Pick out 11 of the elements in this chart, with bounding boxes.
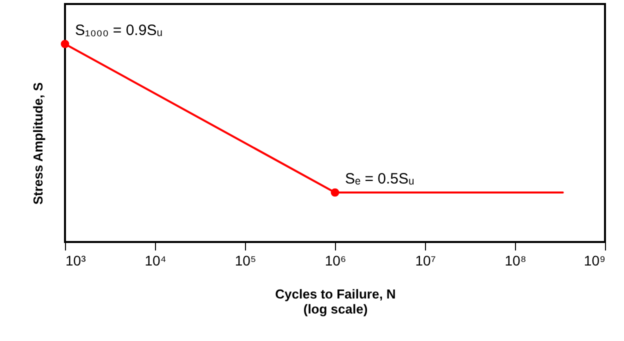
annotation: S₁₀₀₀ = 0.9Sᵤ — [75, 22, 163, 39]
annotation: Sₑ = 0.5Sᵤ — [345, 170, 415, 188]
x-tick-label: 10⁷ — [415, 252, 436, 268]
x-tick-label: 10⁹ — [584, 252, 606, 268]
x-tick-label: 10⁶ — [324, 252, 346, 268]
x-tick-label: 10⁵ — [234, 252, 256, 268]
y-axis-title: Stress Amplitude, S — [30, 82, 46, 205]
x-axis-title: Cycles to Failure, N (log scale) — [275, 286, 396, 316]
x-tick-label: 10³ — [66, 252, 86, 268]
x-tick-label: 10⁴ — [144, 252, 166, 268]
x-tick-label: 10⁸ — [504, 252, 526, 268]
